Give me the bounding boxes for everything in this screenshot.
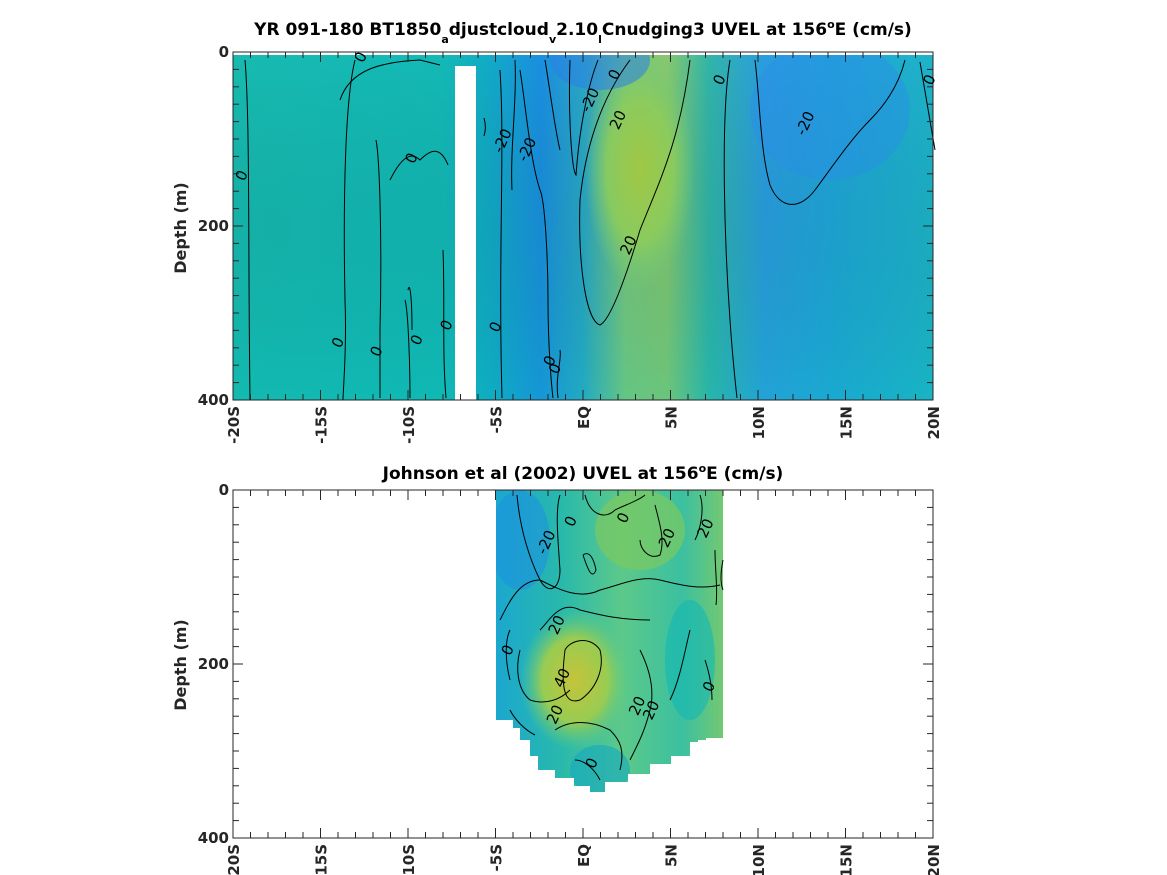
top-missing-data-strip <box>455 66 476 400</box>
bottom-heatmap-field <box>496 490 723 792</box>
bottom-x-tick-label: -10S <box>400 844 418 875</box>
top-heatmap-field <box>233 55 933 400</box>
top-x-tick-label: 5N <box>663 406 681 429</box>
bottom-axes: -20S -15S -10S -5S EQ 5N 10N 15N 20N 0 200 400 <box>198 481 943 875</box>
bottom-x-tick-label: 10N <box>750 844 768 875</box>
top-x-tick-label: EQ <box>575 406 593 429</box>
bottom-x-tick-label: -5S <box>488 844 506 871</box>
bottom-x-tick-label: 5N <box>663 844 681 867</box>
top-x-tick-label: -10S <box>400 406 418 444</box>
bottom-chart-title: Johnson et al (2002) UVEL at 156oE (cm/s… <box>382 462 784 484</box>
top-y-tick-label: 0 <box>219 43 229 61</box>
top-y-tick-label: 400 <box>198 391 229 409</box>
bottom-x-tick-label: 15N <box>838 844 856 875</box>
bottom-contours <box>499 494 724 781</box>
top-axes: -20S -15S -10S -5S EQ 5N 10N 15N 20N 0 200 400 <box>198 43 943 444</box>
bottom-x-tick-label: EQ <box>575 844 593 867</box>
top-panel: YR 091-180 BT1850adjustcloudv2.10lCnudgi… <box>171 18 943 444</box>
top-chart-title: YR 091-180 BT1850adjustcloudv2.10lCnudgi… <box>253 18 912 46</box>
top-x-tick-label: 10N <box>750 406 768 439</box>
top-y-axis-label: Depth (m) <box>171 182 190 274</box>
top-x-tick-label: -15S <box>313 406 331 444</box>
top-x-tick-label: -20S <box>225 406 243 444</box>
bottom-x-tick-label: 20N <box>925 844 943 875</box>
bottom-y-tick-label: 200 <box>198 655 229 673</box>
bottom-y-axis-label: Depth (m) <box>171 619 190 711</box>
bottom-panel: Johnson et al (2002) UVEL at 156oE (cm/s… <box>171 462 943 875</box>
top-x-tick-label: 20N <box>925 406 943 439</box>
bottom-y-tick-label: 400 <box>198 829 229 847</box>
bottom-x-tick-label: -15S <box>313 844 331 875</box>
top-contours <box>244 59 936 401</box>
bottom-x-tick-label: -20S <box>225 844 243 875</box>
top-x-tick-label: 15N <box>838 406 856 439</box>
top-y-tick-label: 200 <box>198 217 229 235</box>
top-x-tick-label: -5S <box>488 406 506 433</box>
bottom-y-tick-label: 0 <box>219 481 229 499</box>
